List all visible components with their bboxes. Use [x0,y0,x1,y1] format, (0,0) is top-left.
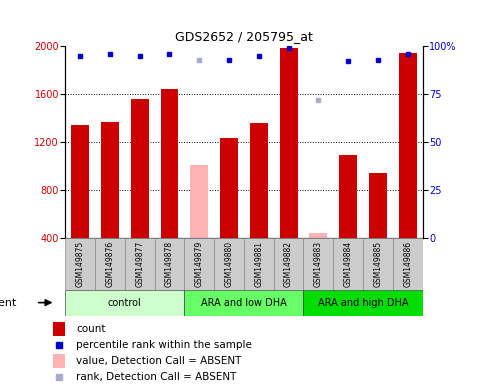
Text: GSM149877: GSM149877 [135,241,144,287]
Bar [125,238,155,290]
Bar [250,123,268,238]
Bar [369,173,387,238]
Bar [274,238,303,290]
Bar [53,354,65,368]
Bar [190,165,208,238]
Text: ARA and high DHA: ARA and high DHA [318,298,408,308]
Text: GSM149881: GSM149881 [255,241,263,287]
Text: GSM149880: GSM149880 [225,241,233,287]
Text: GSM149884: GSM149884 [344,241,353,287]
Text: ARA and low DHA: ARA and low DHA [201,298,287,308]
Title: GDS2652 / 205795_at: GDS2652 / 205795_at [175,30,313,43]
Bar [155,238,185,290]
Text: GSM149882: GSM149882 [284,241,293,287]
Bar [131,99,149,238]
Bar [214,238,244,290]
Text: GSM149879: GSM149879 [195,241,204,287]
Text: GSM149876: GSM149876 [105,241,114,287]
Bar [303,238,333,290]
Bar [65,290,185,316]
Bar [53,322,65,336]
Text: GSM149886: GSM149886 [403,241,412,287]
Text: control: control [108,298,142,308]
Bar [280,48,298,238]
Text: value, Detection Call = ABSENT: value, Detection Call = ABSENT [76,356,242,366]
Bar [303,290,423,316]
Text: GSM149885: GSM149885 [373,241,383,287]
Bar [333,238,363,290]
Text: GSM149883: GSM149883 [314,241,323,287]
Bar [393,238,423,290]
Bar [363,238,393,290]
Text: rank, Detection Call = ABSENT: rank, Detection Call = ABSENT [76,372,236,382]
Bar [185,290,303,316]
Bar [65,238,95,290]
Bar [185,238,214,290]
Text: GSM149878: GSM149878 [165,241,174,287]
Bar [220,139,238,238]
Bar [71,125,89,238]
Bar [310,233,327,238]
Bar [160,89,178,238]
Bar [101,122,119,238]
Text: percentile rank within the sample: percentile rank within the sample [76,340,252,350]
Text: GSM149875: GSM149875 [76,241,85,287]
Bar [339,155,357,238]
Bar [244,238,274,290]
Text: count: count [76,324,105,334]
Bar [399,53,417,238]
Text: agent: agent [0,298,16,308]
Bar [95,238,125,290]
